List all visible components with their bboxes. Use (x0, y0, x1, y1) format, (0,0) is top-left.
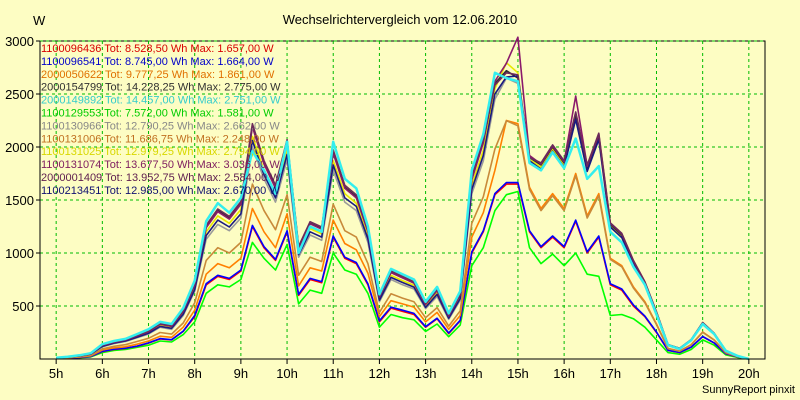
legend-entry-7: 1100131006 Tot: 11.686,75 Wh Max: 2.248,… (41, 133, 280, 145)
legend: 1100096436 Tot: 8.528,50 Wh Max: 1.657,0… (41, 43, 281, 197)
x-tick-label-6: 11h (323, 366, 344, 381)
legend-entry-6: 1100130966 Tot: 12.790,25 Wh Max: 2.662,… (41, 120, 280, 132)
x-tick-label-4: 9h (234, 366, 248, 381)
series-line-10 (56, 72, 750, 360)
y-axis-unit: W (33, 13, 46, 28)
legend-entry-1: 1100096541 Tot: 8.745,00 Wh Max: 1.664,0… (41, 56, 274, 68)
legend-entry-5: 1100129553 Tot: 7.572,00 Wh Max: 1.581,0… (41, 108, 274, 120)
grid-lines (40, 40, 765, 359)
x-tick-label-1: 6h (95, 366, 109, 381)
legend-entry-0: 1100096436 Tot: 8.528,50 Wh Max: 1.657,0… (41, 43, 274, 55)
y-tick-label-4: 2500 (5, 87, 34, 102)
series-line-1 (56, 181, 749, 360)
x-axis-ticks: 5h 6h 7h 8h 9h 10h 11h 12h 13h 14h 15h 16h 17h 18h 19h… (49, 359, 760, 381)
series-line-7 (56, 119, 749, 360)
x-tick-label-7: 12h (369, 366, 391, 381)
chart-title: Wechselrichtervergleich vom 12.06.2010 (283, 12, 518, 27)
legend-entry-2: 2000050622 Tot: 9.777,25 Wh Max: 1.861,0… (41, 69, 275, 81)
y-tick-label-1: 1000 (5, 246, 34, 261)
x-tick-label-9: 14h (461, 366, 483, 381)
x-tick-label-13: 18h (646, 366, 668, 381)
x-tick-label-12: 17h (599, 366, 621, 381)
series-lines (56, 36, 750, 361)
y-tick-label-2: 1500 (5, 193, 34, 208)
x-tick-label-10: 15h (507, 366, 529, 381)
legend-entry-10: 2000001409 Tot: 13.952,75 Wh Max: 2.584,… (41, 172, 281, 184)
x-tick-label-5: 10h (276, 366, 298, 381)
series-line-4 (56, 71, 750, 361)
x-tick-label-11: 16h (553, 366, 575, 381)
legend-entry-4: 2000149892 Tot: 14.457,00 Wh Max: 2.751,… (41, 95, 281, 107)
y-tick-label-0: 500 (12, 299, 34, 314)
legend-entry-3: 2000154799 Tot: 14.228,25 Wh Max: 2.775,… (41, 82, 281, 94)
x-tick-label-2: 7h (141, 366, 155, 381)
x-tick-label-8: 13h (415, 366, 437, 381)
x-tick-label-3: 8h (187, 366, 201, 381)
y-axis-ticks: 500 1000 1500 2000 2500 3000 (5, 34, 40, 314)
legend-entry-8: 1100131025 Tot: 12.979,25 Wh Max: 2.794,… (41, 146, 280, 158)
chart-credit: SunnyReport pinxit (702, 384, 795, 396)
x-tick-label-15: 20h (738, 366, 760, 381)
legend-entry-9: 1100131074 Tot: 13.677,50 Wh Max: 3.036,… (41, 159, 280, 171)
series-line-5 (56, 190, 749, 360)
legend-entry-11: 1100213451 Tot: 12.985,00 Wh Max: 2.670,… (41, 185, 280, 197)
x-tick-label-14: 19h (692, 366, 714, 381)
x-tick-label-0: 5h (49, 366, 63, 381)
y-tick-label-3: 2000 (5, 140, 34, 155)
y-tick-label-5: 3000 (5, 34, 34, 49)
